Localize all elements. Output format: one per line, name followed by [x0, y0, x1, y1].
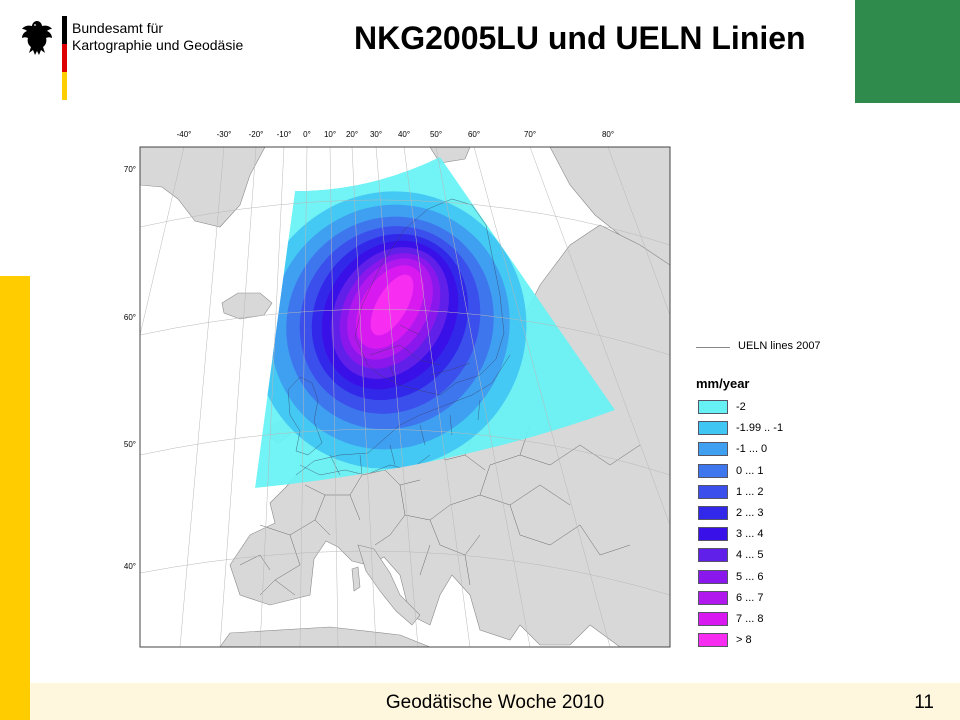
ueln-line-label: UELN lines 2007	[738, 340, 821, 352]
legend-swatch	[698, 400, 728, 414]
org-line-1: Bundesamt für	[72, 20, 164, 36]
federal-eagle-icon	[22, 21, 52, 55]
legend-label: 6 ... 7	[736, 591, 764, 604]
legend-swatch	[698, 484, 728, 499]
slide-title: NKG2005LU und UELN Linien	[354, 20, 806, 56]
footer-text: Geodätische Woche 2010	[385, 692, 605, 713]
page-number: 11	[914, 692, 934, 713]
german-flag-bar	[62, 16, 67, 100]
green-accent-block	[855, 0, 960, 103]
legend-label: -2	[736, 401, 746, 413]
map-frame-border	[139, 146, 671, 648]
lon-label: 40°	[398, 130, 410, 139]
yellow-accent-bar	[0, 276, 30, 720]
legend-swatch	[698, 506, 728, 520]
legend-swatch	[698, 463, 728, 478]
organization-name: Bundesamt für Kartographie und Geodäsie	[72, 20, 243, 54]
legend-label: -1 ... 0	[736, 443, 768, 456]
legend-label: 3 ... 4	[736, 528, 764, 541]
map-content	[140, 147, 670, 647]
org-line-2: Kartographie und Geodäsie	[72, 37, 244, 53]
latitude-labels: 70° 60° 50° 40°	[124, 165, 136, 571]
ueln-line-sample	[696, 347, 730, 348]
legend-label: 2 ... 3	[736, 507, 764, 519]
legend-swatch	[698, 527, 728, 542]
lon-label: 0°	[303, 130, 311, 139]
legend-label: -1.99 .. -1	[736, 422, 784, 435]
legend-label: 1 ... 2	[736, 485, 764, 498]
lat-label: 70°	[124, 165, 136, 174]
map-legend: UELN lines 2007 mm/year -2 -1.99 .. -1 -1 …	[690, 335, 870, 655]
longitude-labels: -40° -30° -20° -10° 0° 10° 20° 30° 40° 5…	[177, 130, 614, 139]
lon-label: 70°	[524, 130, 536, 139]
legend-swatch	[698, 633, 728, 648]
legend-swatch	[698, 421, 728, 436]
lon-label: 20°	[346, 130, 358, 139]
legend-swatch	[698, 569, 728, 584]
legend-label: 0 ... 1	[736, 464, 764, 477]
legend-swatch	[698, 612, 728, 626]
lon-label: -20°	[249, 130, 264, 139]
lon-label: 10°	[324, 130, 336, 139]
legend-swatch	[698, 590, 728, 605]
lon-label: 80°	[602, 130, 614, 139]
lon-label: -10°	[277, 130, 292, 139]
legend-unit: mm/year	[696, 376, 750, 391]
lat-label: 50°	[124, 440, 136, 449]
lon-label: 50°	[430, 130, 442, 139]
uplift-map: -40° -30° -20° -10° 0° 10° 20° 30° 40° 5…	[124, 130, 671, 648]
legend-label: 7 ... 8	[736, 613, 764, 625]
lat-label: 60°	[124, 313, 136, 322]
lon-label: 30°	[370, 130, 382, 139]
footer-bar: Geodätische Woche 2010 11	[30, 683, 960, 720]
lon-label: 60°	[468, 130, 480, 139]
legend-label: > 8	[736, 634, 752, 647]
uplift-contours	[255, 157, 615, 488]
lat-label: 40°	[124, 562, 136, 571]
lon-label: -30°	[217, 130, 232, 139]
legend-label: 4 ... 5	[736, 549, 764, 562]
legend-swatch	[698, 548, 728, 563]
graticule	[140, 147, 670, 647]
legend-label: 5 ... 6	[736, 570, 764, 583]
bkg-logo: Bundesamt für Kartographie und Geodäsie	[20, 16, 243, 106]
legend-swatch	[698, 442, 728, 457]
lon-label: -40°	[177, 130, 192, 139]
